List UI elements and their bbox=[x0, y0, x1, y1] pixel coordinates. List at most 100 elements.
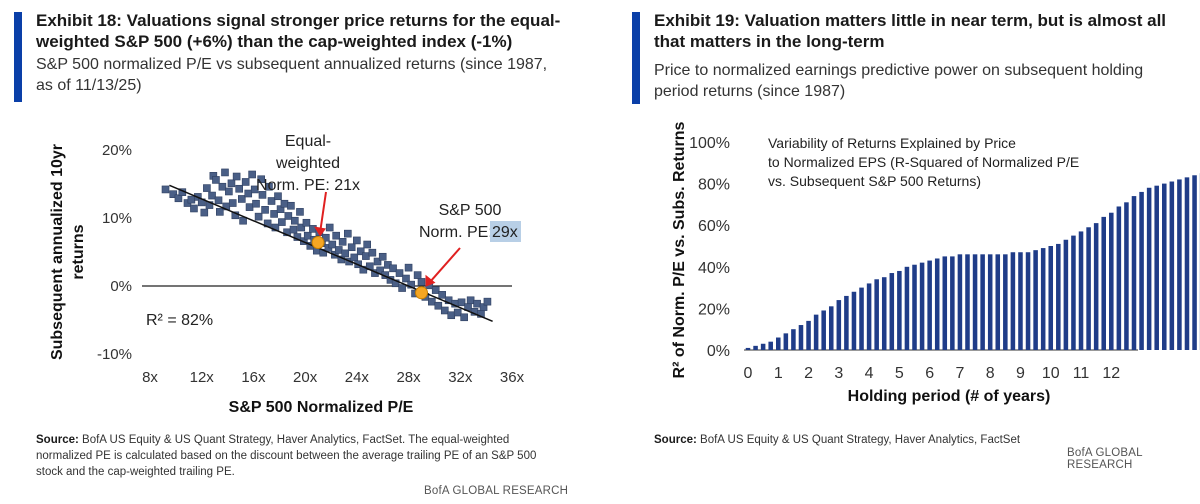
bar bbox=[836, 300, 842, 350]
bar bbox=[1018, 252, 1023, 350]
x-axis-title: Holding period (# of years) bbox=[848, 388, 1051, 405]
scatter-point bbox=[261, 206, 269, 214]
scatter-point bbox=[378, 252, 387, 261]
equal-weighted-arrow bbox=[319, 191, 327, 233]
bar bbox=[1154, 185, 1159, 350]
sp500-label-value: 29x bbox=[492, 224, 518, 241]
scatter-point bbox=[214, 196, 223, 205]
bar bbox=[813, 314, 819, 350]
bar bbox=[1116, 206, 1122, 350]
scatter-point bbox=[373, 257, 382, 266]
scatter-point bbox=[203, 184, 211, 192]
highlight-marker bbox=[311, 235, 325, 249]
exhibit-19-source: Source: BofA US Equity & US Quant Strate… bbox=[654, 432, 1184, 448]
scatter-point bbox=[276, 205, 285, 213]
bar bbox=[1048, 246, 1054, 350]
sp500-arrowhead bbox=[425, 274, 436, 287]
scatter-point bbox=[338, 238, 347, 246]
bar bbox=[1131, 196, 1137, 350]
bar bbox=[950, 256, 955, 350]
scatter-point bbox=[235, 184, 244, 193]
scatter-point bbox=[228, 199, 237, 207]
scatter-point bbox=[389, 264, 397, 273]
scatter-point bbox=[428, 297, 436, 306]
bar bbox=[776, 337, 781, 350]
bar bbox=[1177, 179, 1182, 350]
scatter-point bbox=[289, 225, 298, 234]
x-tick-label: 1 bbox=[774, 365, 783, 382]
bar bbox=[1101, 216, 1106, 350]
scatter-point bbox=[244, 189, 253, 198]
bar bbox=[859, 287, 864, 350]
bar bbox=[806, 320, 811, 350]
exhibit-18-source: Source: BofA US Equity & US Quant Strate… bbox=[36, 432, 566, 480]
chart-annotation-line: to Normalized EPS (R-Squared of Normaliz… bbox=[768, 154, 1079, 170]
scatter-point bbox=[328, 240, 337, 249]
scatter-point bbox=[278, 218, 286, 226]
scatter-point bbox=[252, 199, 260, 208]
scatter-point bbox=[200, 208, 209, 217]
bar bbox=[1124, 202, 1129, 350]
exhibit-18-title: Exhibit 18: Valuations signal stronger p… bbox=[36, 11, 561, 51]
bar bbox=[1086, 227, 1091, 350]
scatter-point bbox=[303, 231, 312, 240]
bar bbox=[1071, 235, 1076, 350]
source-label: Source: bbox=[36, 434, 79, 446]
x-tick-label: 8x bbox=[142, 369, 158, 386]
scatter-point bbox=[296, 208, 304, 216]
scatter-point bbox=[347, 243, 356, 252]
bar bbox=[1033, 250, 1038, 350]
scatter-point bbox=[363, 240, 372, 249]
x-tick-label: 11 bbox=[1073, 365, 1090, 382]
bar bbox=[1010, 252, 1016, 350]
bar bbox=[1139, 191, 1144, 350]
source-text: BofA US Equity & US Quant Strategy, Have… bbox=[36, 434, 537, 478]
scatter-point bbox=[257, 175, 265, 184]
y-tick-label: 10% bbox=[102, 210, 132, 227]
y-tick-label: 80% bbox=[698, 177, 730, 194]
chart-annotation-line: Variability of Returns Explained by Pric… bbox=[768, 135, 1016, 151]
y-tick-label: 60% bbox=[698, 218, 730, 235]
y-axis-title: Subsequent annualized 10yr returns bbox=[49, 144, 87, 360]
scatter-point bbox=[325, 223, 334, 232]
scatter-point bbox=[417, 278, 426, 286]
bar bbox=[904, 266, 910, 350]
y-axis-title: R² of Norm. P/E vs. Subs. Returns bbox=[671, 121, 688, 378]
bar bbox=[1056, 243, 1061, 350]
scatter-point bbox=[473, 299, 481, 308]
scatter-chart: -10% 0% 10% 20% 8x 12x 16x 20x 24x 28x 32x 36x Equal… bbox=[49, 133, 525, 416]
bar bbox=[760, 343, 766, 350]
bar bbox=[1093, 223, 1099, 350]
scatter-point bbox=[237, 195, 246, 203]
scatter-point bbox=[334, 246, 343, 254]
scatter-point bbox=[302, 218, 311, 227]
bar bbox=[972, 254, 978, 350]
y-tick-label: -10% bbox=[97, 346, 132, 363]
scatter-point bbox=[227, 179, 236, 188]
scatter-point bbox=[250, 185, 259, 194]
scatter-point bbox=[440, 306, 449, 315]
scatter-point bbox=[248, 170, 256, 179]
bar bbox=[866, 283, 872, 350]
scatter-point bbox=[212, 176, 220, 184]
scatter-point bbox=[241, 178, 250, 186]
bar bbox=[851, 291, 857, 350]
scatter-point bbox=[404, 263, 413, 272]
source-text: BofA US Equity & US Quant Strategy, Have… bbox=[700, 434, 1021, 446]
bar bbox=[897, 270, 902, 350]
bar bbox=[987, 254, 993, 350]
bar bbox=[1162, 183, 1167, 350]
y-axis-title-line: returns bbox=[70, 224, 87, 279]
x-tick-label: 32x bbox=[448, 369, 473, 386]
scatter-point bbox=[353, 236, 361, 245]
scatter-point bbox=[274, 192, 282, 201]
bar bbox=[919, 262, 925, 350]
x-tick-label: 28x bbox=[396, 369, 421, 386]
scatter-point bbox=[187, 195, 196, 204]
x-tick-label: 7 bbox=[955, 365, 964, 382]
x-tick-label: 10 bbox=[1042, 365, 1060, 382]
x-tick-label: 3 bbox=[834, 365, 843, 382]
bar bbox=[927, 260, 932, 350]
bar bbox=[828, 306, 834, 350]
bar bbox=[957, 254, 963, 350]
